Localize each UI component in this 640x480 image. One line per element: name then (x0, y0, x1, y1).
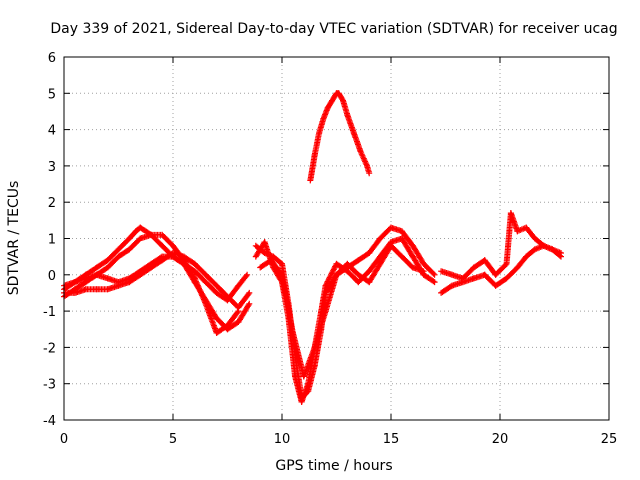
data-point (245, 291, 252, 298)
data-point (556, 252, 563, 259)
y-tick-label: 0 (48, 269, 56, 284)
y-axis-label: SDTVAR / TECUs (6, 181, 22, 296)
x-tick-label: 5 (169, 432, 177, 447)
data-point (502, 262, 509, 268)
y-tick-label: -3 (43, 378, 56, 393)
y-ticks: -4 -3 -2 -1 0 1 2 3 4 5 6 (43, 51, 609, 429)
series-trace-f (438, 242, 564, 296)
data-point (243, 273, 250, 279)
y-tick-label: 5 (48, 87, 56, 102)
data-point (244, 271, 251, 278)
x-tick-label: 15 (383, 432, 400, 447)
y-tick-label: 6 (48, 51, 56, 66)
chart-title: Day 339 of 2021, Sidereal Day-to-day VTE… (50, 21, 617, 37)
data-point (245, 302, 252, 309)
y-tick-label: -2 (43, 341, 56, 356)
y-tick-label: 4 (48, 124, 56, 139)
x-ticks: 0 5 10 15 20 25 (60, 57, 617, 447)
y-tick-label: 1 (48, 233, 56, 248)
y-tick-label: -1 (43, 305, 56, 320)
plot-points (61, 90, 564, 405)
data-point (558, 253, 564, 260)
series-arc (307, 90, 373, 184)
x-axis-label: GPS time / hours (275, 458, 392, 474)
data-point (326, 274, 333, 281)
x-tick-label: 10 (274, 432, 291, 447)
data-point (323, 281, 330, 288)
x-tick-label: 20 (492, 432, 509, 447)
y-tick-label: -4 (43, 414, 56, 429)
data-point (246, 289, 253, 296)
data-point (246, 300, 253, 307)
data-point (420, 268, 427, 275)
series-trace-d (61, 253, 253, 333)
data-point (431, 279, 438, 286)
data-point (234, 309, 241, 316)
x-tick-label: 25 (601, 432, 618, 447)
data-point (157, 254, 164, 261)
data-point (430, 270, 437, 277)
y-tick-label: 2 (48, 196, 56, 211)
x-tick-label: 0 (60, 432, 68, 447)
data-point (431, 271, 438, 278)
y-tick-label: 3 (48, 160, 56, 175)
series-dip-c (257, 242, 427, 380)
data-point (366, 170, 373, 177)
data-point (339, 96, 346, 103)
data-point (278, 270, 285, 277)
data-point (430, 278, 437, 285)
